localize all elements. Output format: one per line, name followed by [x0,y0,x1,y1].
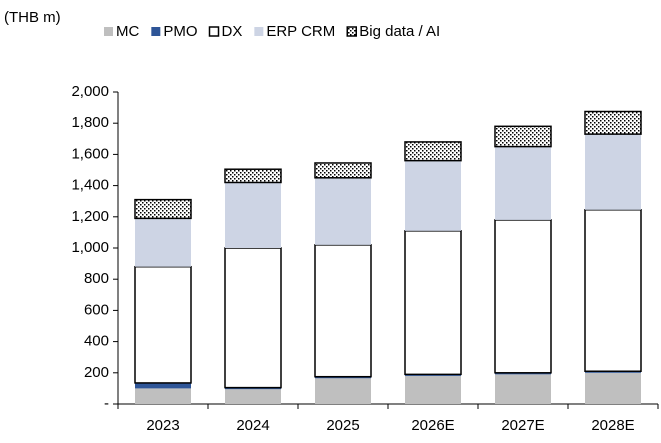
x-tick-label: 2023 [146,417,179,434]
bar-segment [585,371,641,373]
y-tick-label: 200 [84,364,109,381]
y-tick-label: 800 [84,270,109,287]
bar-segment [405,375,461,404]
legend-label: ERP CRM [266,23,335,40]
bar-segment [224,168,282,184]
y-tick-label: 1,200 [71,208,109,225]
bar-segment [225,182,281,248]
bar-segment [314,244,372,378]
unit-label: (THB m) [4,9,61,26]
bar-segment [314,162,372,179]
bar-segment [495,374,551,404]
bar-segment [135,218,191,267]
bar-segment [585,372,641,404]
legend-swatch [346,26,357,37]
bar-segment [584,209,642,372]
bar-segment [225,389,281,404]
bar-segment [135,388,191,404]
legend-swatch [104,27,113,36]
legend-label: DX [222,23,243,40]
x-tick-label: 2027E [501,417,544,434]
x-tick-label: 2024 [236,417,269,434]
y-tick-label: 400 [84,333,109,350]
bar-segment [315,376,371,379]
y-tick-label: - [104,395,109,412]
bar-segment [494,219,552,374]
bar-segment [494,125,552,148]
bar-segment [405,374,461,376]
bar-segment [585,134,641,210]
bar-segment [405,160,461,231]
bar-segment [495,372,551,375]
bar-segment [134,265,192,384]
bar-segment [315,378,371,404]
x-tick-label: 2025 [326,417,359,434]
y-tick-label: 2,000 [71,83,109,100]
legend-label: Big data / AI [359,23,440,40]
bar-segment [404,141,462,162]
y-tick-label: 1,800 [71,114,109,131]
bar-segment [315,177,371,245]
bar-segment [495,146,551,220]
legend-swatch [151,27,161,36]
legend-label: MC [116,23,139,40]
bar-segment [135,382,191,389]
bar-segment [224,247,282,389]
x-tick-label: 2026E [411,417,454,434]
bar-segment [134,198,192,220]
legend-swatch [208,26,220,37]
y-tick-label: 1,400 [71,177,109,194]
legend-label: PMO [163,23,197,40]
bar-segment [225,387,281,390]
y-tick-label: 1,000 [71,239,109,256]
y-tick-label: 600 [84,301,109,318]
bar-segment [404,230,462,376]
y-tick-label: 1,600 [71,145,109,162]
legend-swatch [254,27,264,36]
bar-segment [584,110,642,135]
x-tick-label: 2028E [591,417,634,434]
